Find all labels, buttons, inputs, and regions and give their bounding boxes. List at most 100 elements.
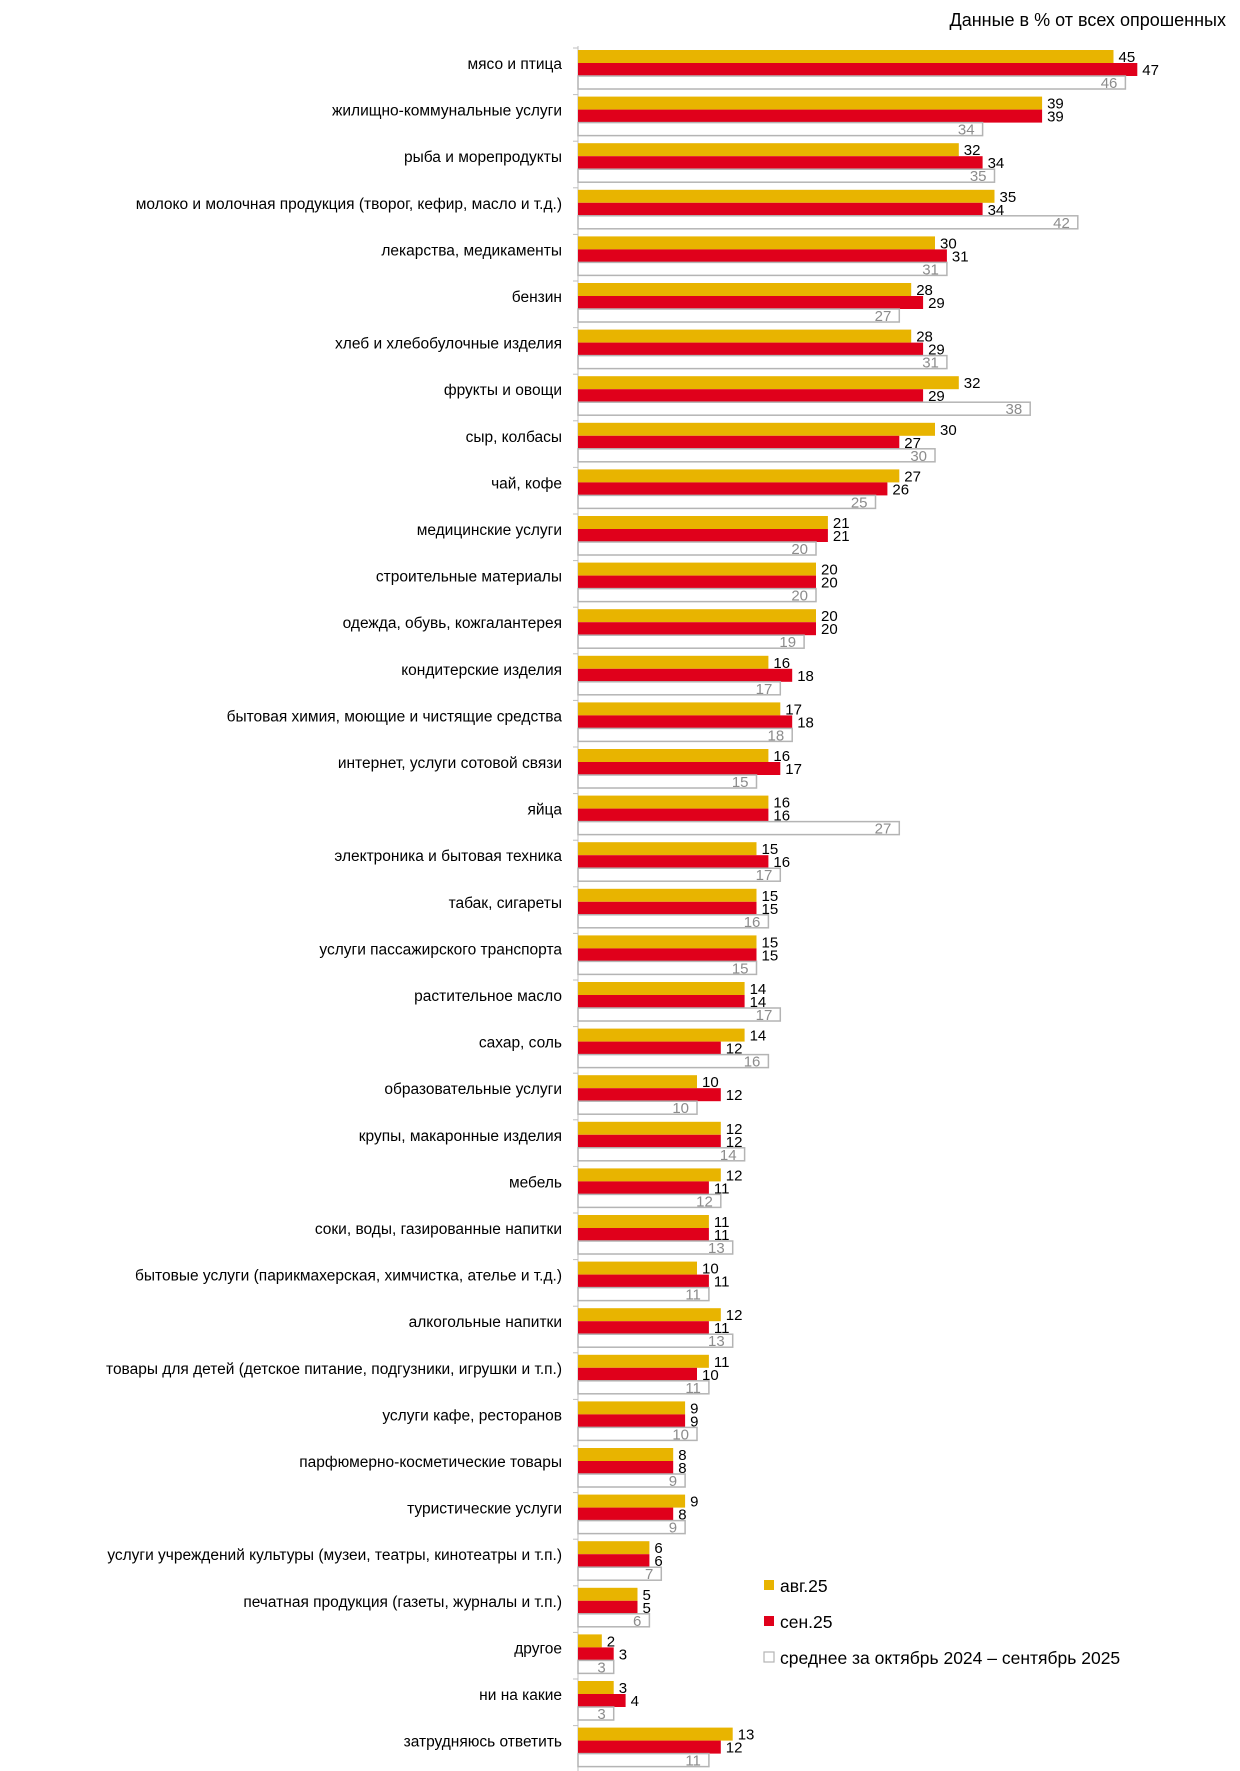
bar-avg <box>577 1240 734 1255</box>
data-label: 39 <box>1047 109 1064 126</box>
bar-avg <box>577 774 758 789</box>
bar-avg <box>577 634 805 649</box>
bar-avg <box>577 1566 663 1581</box>
data-label: 9 <box>669 1473 677 1490</box>
data-label: 8 <box>678 1460 686 1477</box>
category-label: соки, воды, газированные напитки <box>315 1221 562 1238</box>
bar-sep <box>578 249 947 263</box>
bar-aug <box>578 1401 686 1415</box>
data-label: 17 <box>785 761 802 778</box>
data-label: 20 <box>821 562 838 579</box>
data-label: 35 <box>970 168 987 185</box>
bar-sep <box>578 1228 709 1241</box>
bar-sep <box>578 1507 674 1521</box>
category-label: товары для детей (детское питание, подгу… <box>106 1361 562 1378</box>
bar-aug <box>578 1681 614 1694</box>
data-label: 13 <box>708 1333 725 1350</box>
data-label: 16 <box>773 808 790 825</box>
bar-sep <box>578 482 888 496</box>
category-label: рыба и морепродукты <box>404 149 562 166</box>
bar-aug <box>578 376 959 390</box>
data-label: 18 <box>768 727 785 744</box>
bar-avg <box>577 914 770 929</box>
data-label: 18 <box>797 714 814 731</box>
data-label: 46 <box>1101 75 1118 92</box>
data-label: 12 <box>726 1087 743 1104</box>
bar-avg <box>577 1333 734 1348</box>
data-label: 17 <box>756 1007 773 1024</box>
data-label: 11 <box>714 1354 730 1371</box>
data-label: 15 <box>732 960 749 977</box>
data-label: 16 <box>773 795 790 812</box>
category-label: одежда, обувь, кожгалантерея <box>343 615 562 632</box>
bar-avg <box>577 1706 615 1721</box>
data-label: 15 <box>762 934 779 951</box>
bar-aug <box>578 189 995 203</box>
data-label: 11 <box>714 1227 730 1244</box>
data-label: 8 <box>678 1507 686 1524</box>
data-label: 9 <box>690 1413 698 1430</box>
data-label: 12 <box>726 1740 743 1757</box>
data-label: 25 <box>851 494 868 511</box>
category-label: другое <box>514 1640 562 1657</box>
bar-sep <box>578 156 983 170</box>
bar-aug <box>578 982 745 995</box>
data-label: 34 <box>988 202 1005 219</box>
data-label: 20 <box>821 608 838 625</box>
bar-aug <box>578 1075 697 1089</box>
category-label: ни на какие <box>479 1687 562 1704</box>
category-label: сыр, колбасы <box>466 429 562 446</box>
category-label: жилищно-коммунальные услуги <box>332 103 562 120</box>
bar-sep <box>578 1694 626 1707</box>
data-label: 12 <box>726 1167 743 1184</box>
bar-avg <box>577 1100 698 1115</box>
bar-sep <box>578 342 924 356</box>
data-label: 9 <box>690 1494 698 1511</box>
bar-aug <box>578 96 1043 110</box>
bar-aug <box>578 1494 686 1508</box>
bar-sep <box>578 1041 721 1055</box>
bar-sep <box>578 1554 650 1568</box>
bar-avg <box>577 587 817 603</box>
bar-avg <box>577 494 877 510</box>
data-label: 14 <box>750 1028 767 1045</box>
data-label: 10 <box>672 1426 689 1443</box>
bar-sep <box>578 1134 721 1148</box>
bar-sep <box>578 63 1138 76</box>
data-label: 26 <box>892 481 909 498</box>
bar-aug <box>578 1541 650 1555</box>
bar-avg <box>577 1053 770 1069</box>
bar-aug <box>578 1727 733 1741</box>
bar-aug <box>578 609 816 623</box>
data-label: 39 <box>1047 96 1064 113</box>
category-label: фрукты и овощи <box>444 382 562 399</box>
data-label: 16 <box>773 854 790 871</box>
data-label: 16 <box>744 914 761 931</box>
category-label: кондитерские изделия <box>401 662 562 679</box>
legend-label: сен.25 <box>780 1612 832 1632</box>
bar-avg <box>577 960 758 976</box>
category-label: затрудняюсь ответить <box>404 1734 562 1751</box>
data-label: 10 <box>702 1367 719 1384</box>
data-label: 9 <box>669 1520 677 1537</box>
bar-sep <box>578 855 769 869</box>
bar-aug <box>578 1308 721 1322</box>
bar-avg <box>577 1473 686 1488</box>
data-label: 11 <box>685 1287 701 1304</box>
bar-avg <box>577 1380 710 1395</box>
data-label: 19 <box>779 634 796 651</box>
data-label: 30 <box>940 422 957 439</box>
data-label: 14 <box>750 981 767 998</box>
bar-sep <box>578 1274 709 1288</box>
data-label: 16 <box>773 748 790 765</box>
data-label: 16 <box>744 1054 761 1071</box>
data-label: 5 <box>643 1587 651 1604</box>
data-label: 20 <box>791 588 808 605</box>
data-label: 31 <box>952 248 969 265</box>
category-label: хлеб и хлебобулочные изделия <box>335 336 562 353</box>
bar-sep <box>578 622 816 636</box>
bar-avg <box>577 1426 698 1442</box>
bar-avg <box>577 820 901 836</box>
bar-sep <box>578 296 924 309</box>
category-label: чай, кофе <box>491 475 562 492</box>
